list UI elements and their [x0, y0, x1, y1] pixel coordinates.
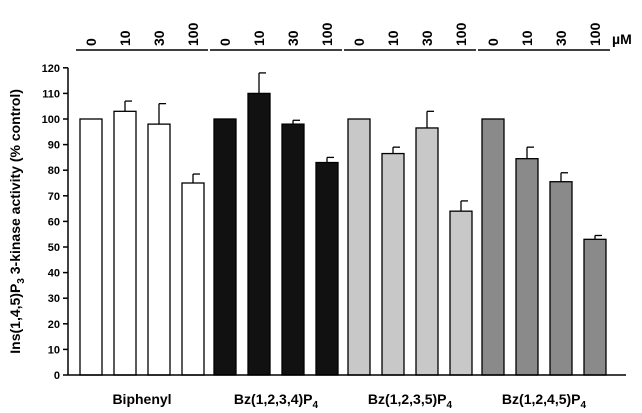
y-tick-label: 50 [48, 242, 60, 254]
y-tick-label: 80 [48, 165, 60, 177]
bar [449, 210, 473, 376]
y-tick-label: 110 [42, 88, 60, 100]
concentration-label: 10 [385, 30, 401, 46]
y-tick-label: 10 [48, 344, 60, 356]
group-label: Bz(1,2,3,4)P4 [234, 391, 319, 411]
bar [213, 118, 237, 376]
y-label-suffix: 3-kinase activity (% control) [7, 89, 23, 278]
bar [181, 182, 205, 376]
y-tick-label: 70 [48, 191, 60, 203]
bar [79, 118, 103, 376]
y-tick-label: 120 [42, 63, 60, 75]
group-label: Biphenyl [112, 391, 171, 407]
bar [147, 123, 171, 376]
concentration-label: 100 [587, 22, 603, 46]
group-label: Bz(1,2,4,5)P4 [502, 391, 587, 411]
bar [247, 92, 271, 376]
concentration-label: 100 [319, 22, 335, 46]
group-label-subscript: 4 [313, 400, 319, 411]
bar [113, 110, 137, 376]
bar [549, 181, 573, 376]
concentration-label: 0 [485, 38, 501, 46]
group-label-subscript: 4 [447, 400, 453, 411]
bars [79, 72, 607, 376]
y-label-subscript: 3 [16, 278, 27, 284]
group-label-text: Bz(1,2,4,5)P [502, 391, 581, 407]
y-label-prefix: Ins(1,4,5)P [7, 284, 23, 354]
y-tick-label: 60 [48, 216, 60, 228]
bar [515, 158, 539, 376]
y-tick-label: 0 [54, 370, 60, 382]
concentration-label: 30 [285, 30, 301, 46]
y-axis-label: Ins(1,4,5)P3 3-kinase activity (% contro… [7, 89, 27, 354]
bar [381, 152, 405, 376]
x-axis: Biphenyl Bz(1,2,3,4)P4 Bz(1,2,3,5)P4 Bz(1,2… [68, 374, 626, 411]
group-label-text: Bz(1,2,3,4)P [234, 391, 313, 407]
concentration-label: 0 [217, 38, 233, 46]
y-tick-label: 100 [42, 114, 60, 126]
concentration-label: 10 [251, 30, 267, 46]
concentration-label: 100 [453, 22, 469, 46]
bar [281, 123, 305, 376]
group-label-text: Biphenyl [112, 391, 171, 407]
bar [415, 127, 439, 376]
y-tick-label: 20 [48, 319, 60, 331]
concentration-label: 0 [83, 38, 99, 46]
concentration-labels: 0 10 30 100 0 10 30 100 0 10 30 100 0 10 30 100 [76, 22, 610, 51]
concentration-label: 30 [419, 30, 435, 46]
group-label: Bz(1,2,3,5)P4 [368, 391, 453, 411]
bar [583, 238, 607, 376]
bar [315, 161, 339, 376]
concentration-label: 30 [553, 30, 569, 46]
bar [347, 118, 371, 376]
concentration-label: 0 [351, 38, 367, 46]
concentration-label: 30 [151, 30, 167, 46]
y-tick-label: 30 [48, 293, 60, 305]
bar [481, 118, 505, 376]
concentration-label: 10 [519, 30, 535, 46]
group-label-text: Bz(1,2,3,5)P [368, 391, 447, 407]
y-tick-label: 40 [48, 268, 60, 280]
y-tick-label: 90 [48, 140, 60, 152]
concentration-label: 10 [117, 30, 133, 46]
y-axis: 0 10 20 30 40 50 60 70 80 90 100 110 120 [42, 63, 69, 382]
concentration-label: 100 [185, 22, 201, 46]
group-label-subscript: 4 [581, 400, 587, 411]
concentration-unit-label: µM [612, 31, 632, 47]
